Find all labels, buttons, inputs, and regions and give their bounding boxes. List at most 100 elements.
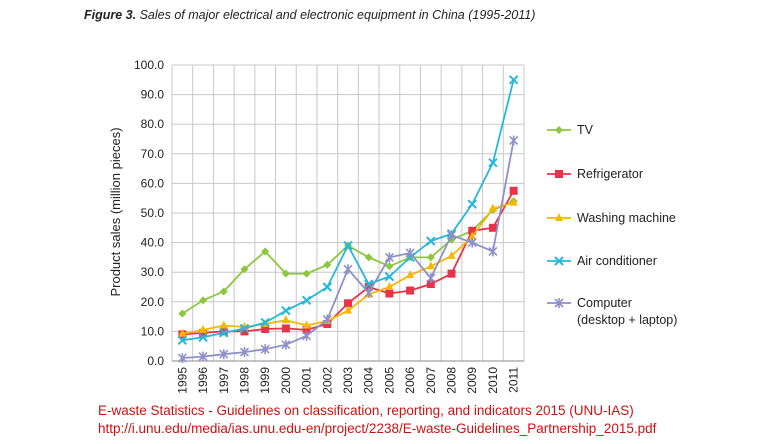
data-point bbox=[281, 305, 291, 316]
legend-label: (desktop + laptop) bbox=[577, 313, 677, 327]
data-point bbox=[468, 226, 477, 235]
y-tick-label: 90.0 bbox=[141, 88, 165, 102]
data-point bbox=[323, 260, 332, 269]
data-point bbox=[405, 247, 415, 258]
data-point bbox=[447, 269, 456, 278]
x-tick-label: 2001 bbox=[300, 367, 314, 394]
data-point bbox=[322, 314, 332, 325]
data-point bbox=[555, 213, 563, 221]
data-point bbox=[467, 237, 477, 248]
data-point bbox=[239, 347, 250, 358]
source-citation: E-waste Statistics - Guidelines on class… bbox=[98, 402, 656, 438]
y-tick-label: 0.0 bbox=[147, 354, 164, 368]
data-point bbox=[488, 223, 497, 232]
data-point bbox=[384, 252, 394, 263]
series-4 bbox=[177, 135, 519, 364]
x-tick-label: 2009 bbox=[465, 367, 479, 394]
x-tick-label: 1995 bbox=[175, 367, 189, 394]
data-point bbox=[488, 203, 497, 212]
data-point bbox=[426, 261, 435, 270]
data-point bbox=[508, 75, 519, 85]
data-point bbox=[446, 230, 457, 241]
y-tick-label: 80.0 bbox=[141, 117, 165, 131]
data-point bbox=[261, 247, 270, 256]
data-point bbox=[177, 335, 188, 345]
data-point bbox=[219, 320, 228, 329]
legend-entry: Washing machine bbox=[547, 211, 676, 225]
y-tick-label: 100.0 bbox=[134, 58, 164, 72]
data-point bbox=[198, 351, 208, 362]
legend-entry: Computer (desktop + laptop) bbox=[547, 296, 677, 327]
data-point bbox=[555, 126, 563, 134]
data-point bbox=[344, 305, 352, 314]
y-tick-label: 60.0 bbox=[141, 176, 165, 190]
x-tick-label: 2010 bbox=[486, 367, 500, 394]
legend-label: TV bbox=[577, 123, 594, 137]
chart-series bbox=[177, 75, 519, 364]
data-point bbox=[178, 328, 187, 337]
figure-caption: Sales of major electrical and electronic… bbox=[139, 8, 536, 22]
legend-label: Washing machine bbox=[577, 211, 676, 225]
legend-entry: Refrigerator bbox=[547, 167, 643, 181]
data-point bbox=[468, 231, 477, 240]
data-point bbox=[385, 282, 394, 290]
data-point bbox=[385, 262, 394, 271]
data-point bbox=[281, 339, 291, 350]
data-point bbox=[199, 324, 208, 333]
data-point bbox=[302, 269, 311, 278]
data-point bbox=[554, 256, 564, 266]
data-point bbox=[281, 315, 290, 324]
data-point bbox=[364, 283, 373, 291]
chart-grid bbox=[171, 64, 525, 362]
x-tick-label: 2011 bbox=[507, 367, 521, 393]
data-point bbox=[385, 289, 394, 298]
data-point bbox=[555, 170, 563, 178]
x-tick-label: 1999 bbox=[258, 367, 272, 394]
data-point bbox=[364, 287, 374, 298]
data-point bbox=[302, 325, 311, 334]
data-point bbox=[177, 353, 187, 364]
data-point bbox=[219, 349, 229, 360]
x-tick-label: 2002 bbox=[320, 367, 334, 394]
data-point bbox=[281, 269, 290, 278]
x-tick-label: 1997 bbox=[217, 367, 231, 394]
chart-axes: 0.0 10.0 20.0 30.0 40.0 50.0 60.0 70.0 80.0 90.0 1… bbox=[134, 58, 524, 394]
data-point bbox=[343, 240, 353, 251]
data-point bbox=[260, 344, 270, 355]
data-point bbox=[219, 327, 228, 336]
data-point bbox=[199, 296, 208, 305]
data-point bbox=[240, 327, 249, 336]
data-point bbox=[301, 295, 312, 306]
data-point bbox=[488, 246, 498, 257]
x-tick-label: 2007 bbox=[424, 367, 438, 394]
data-point bbox=[426, 280, 435, 289]
data-point bbox=[219, 328, 229, 338]
series-3 bbox=[177, 75, 519, 345]
y-tick-label: 20.0 bbox=[141, 295, 165, 309]
data-point bbox=[509, 186, 518, 195]
data-point bbox=[447, 250, 456, 259]
source-line-2[interactable]: http://i.unu.edu/media/ias.unu.edu-en/pr… bbox=[98, 421, 657, 436]
data-point bbox=[302, 330, 312, 341]
data-point bbox=[509, 197, 518, 206]
figure-title: Figure 3. Sales of major electrical and … bbox=[84, 8, 535, 22]
data-point bbox=[426, 253, 435, 262]
data-point bbox=[509, 135, 519, 146]
data-point bbox=[554, 298, 564, 308]
data-point bbox=[406, 270, 415, 279]
data-point bbox=[426, 236, 436, 246]
legend-entry: TV bbox=[547, 123, 594, 137]
series-line bbox=[181, 200, 514, 315]
data-point bbox=[281, 324, 290, 333]
y-tick-label: 70.0 bbox=[141, 147, 165, 161]
x-tick-label: 2005 bbox=[382, 367, 396, 394]
legend-label: Computer bbox=[577, 296, 632, 310]
series-1 bbox=[178, 186, 518, 339]
data-point bbox=[322, 282, 333, 292]
x-tick-label: 2006 bbox=[403, 367, 417, 394]
y-tick-label: 30.0 bbox=[141, 265, 165, 279]
data-point bbox=[467, 199, 477, 209]
data-point bbox=[260, 317, 270, 328]
source-line-1: E-waste Statistics - Guidelines on class… bbox=[98, 403, 634, 418]
